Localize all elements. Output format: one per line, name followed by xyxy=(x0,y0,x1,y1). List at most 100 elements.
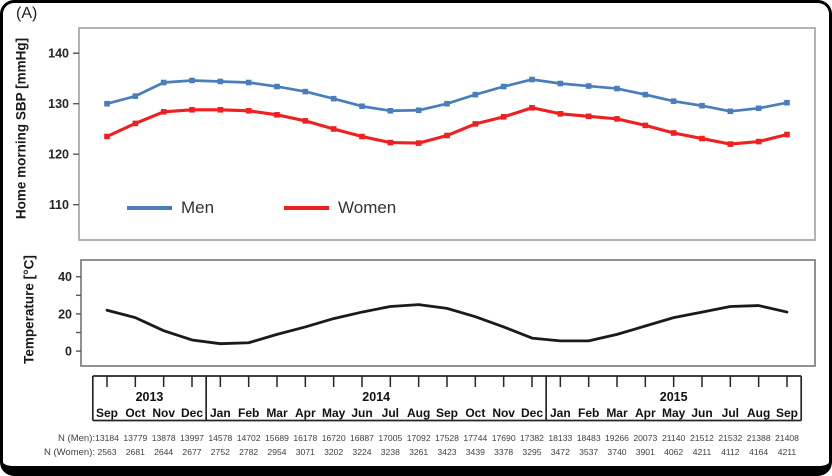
month-label: Oct xyxy=(465,406,485,420)
women-marker xyxy=(245,107,252,114)
month-label: May xyxy=(662,406,686,420)
temp-y-tick-label: 20 xyxy=(58,307,72,321)
men-marker xyxy=(359,103,365,110)
women-marker xyxy=(500,114,507,120)
n-value: 17092 xyxy=(407,433,431,443)
month-label: May xyxy=(322,406,346,420)
month-label: Sep xyxy=(776,406,798,420)
n-value: 14702 xyxy=(237,433,261,443)
month-label: Jun xyxy=(351,406,372,420)
women-marker xyxy=(330,126,337,132)
women-marker xyxy=(642,122,649,129)
n-value: 13997 xyxy=(180,433,204,443)
women-marker xyxy=(415,140,422,146)
legend-item-women: Women xyxy=(284,198,396,218)
n-value: 14578 xyxy=(208,433,232,443)
n-value: 3537 xyxy=(579,447,598,457)
women-marker xyxy=(585,113,592,120)
temp-y-axis-title: Temperature [°C] xyxy=(21,255,37,364)
women-marker xyxy=(104,133,110,140)
men-marker xyxy=(727,108,734,115)
men-marker xyxy=(557,80,564,87)
month-label: Jan xyxy=(550,406,571,420)
temp-plot-border xyxy=(80,259,816,367)
n-value: 21512 xyxy=(690,433,714,443)
women-marker xyxy=(274,112,280,118)
month-label: Oct xyxy=(125,406,145,420)
n-value: 2681 xyxy=(126,447,145,457)
n-value: 2954 xyxy=(267,447,286,457)
men-marker xyxy=(217,78,224,85)
women-marker xyxy=(784,131,790,138)
men-marker xyxy=(755,105,762,112)
men-marker xyxy=(642,91,649,98)
month-label: Apr xyxy=(295,406,316,420)
n-value: 17005 xyxy=(378,433,402,443)
women-marker xyxy=(670,130,677,136)
month-label: Jul xyxy=(722,406,739,420)
women-line-swatch-icon xyxy=(284,206,329,210)
n-value: 18133 xyxy=(548,433,572,443)
month-label: Feb xyxy=(238,406,259,420)
women-marker xyxy=(217,106,224,113)
month-label: Mar xyxy=(606,406,628,420)
month-label: Sep xyxy=(96,406,118,420)
n-value: 13184 xyxy=(95,433,119,443)
n-value: 3740 xyxy=(607,447,626,457)
n-value: 3071 xyxy=(296,447,315,457)
month-label: Jun xyxy=(691,406,712,420)
month-label: Jul xyxy=(382,406,399,420)
n-value: 21532 xyxy=(718,433,742,443)
men-marker xyxy=(472,91,479,98)
n-value: 3439 xyxy=(466,447,485,457)
legend-label-women: Women xyxy=(338,198,397,217)
n-row-label: N (Men): xyxy=(58,433,95,444)
men-marker xyxy=(132,93,139,99)
month-label: Nov xyxy=(152,406,175,420)
n-value: 3472 xyxy=(551,447,570,457)
women-marker xyxy=(699,135,705,142)
men-marker xyxy=(274,83,280,90)
women-marker xyxy=(132,120,139,127)
men-marker xyxy=(330,95,337,102)
n-value: 3261 xyxy=(409,447,428,457)
women-marker xyxy=(557,111,564,117)
month-label: Aug xyxy=(407,406,430,420)
month-label: Mar xyxy=(266,406,288,420)
panel-label: (A) xyxy=(16,5,38,22)
n-value: 3224 xyxy=(352,447,371,457)
men-line xyxy=(105,78,789,113)
men-marker xyxy=(160,79,167,86)
n-value: 17528 xyxy=(435,433,459,443)
women-marker xyxy=(472,121,479,127)
year-label: 2014 xyxy=(362,390,390,404)
n-value: 3238 xyxy=(381,447,400,457)
n-value: 4062 xyxy=(664,447,683,457)
n-value: 17382 xyxy=(520,433,544,443)
women-marker xyxy=(189,106,195,113)
men-marker xyxy=(387,107,394,114)
n-value: 2644 xyxy=(154,447,173,457)
legend-item-men: Men xyxy=(127,198,214,218)
n-value: 16887 xyxy=(350,433,374,443)
men-marker xyxy=(529,76,535,83)
n-value: 20073 xyxy=(633,433,657,443)
n-value: 3378 xyxy=(494,447,513,457)
n-value: 21388 xyxy=(747,433,771,443)
month-label: Feb xyxy=(578,406,599,420)
women-marker xyxy=(444,132,450,139)
year-label: 2015 xyxy=(660,390,688,404)
n-value: 13878 xyxy=(152,433,176,443)
n-value: 17744 xyxy=(463,433,487,443)
temp-y-tick-label: 40 xyxy=(58,270,72,284)
n-value: 13779 xyxy=(123,433,147,443)
month-label: Dec xyxy=(181,406,203,420)
month-label: Sep xyxy=(436,406,458,420)
legend-label-men: Men xyxy=(181,198,215,217)
women-marker xyxy=(614,116,620,122)
n-value: 16178 xyxy=(293,433,317,443)
men-marker xyxy=(784,99,790,106)
n-value: 21408 xyxy=(775,433,799,443)
